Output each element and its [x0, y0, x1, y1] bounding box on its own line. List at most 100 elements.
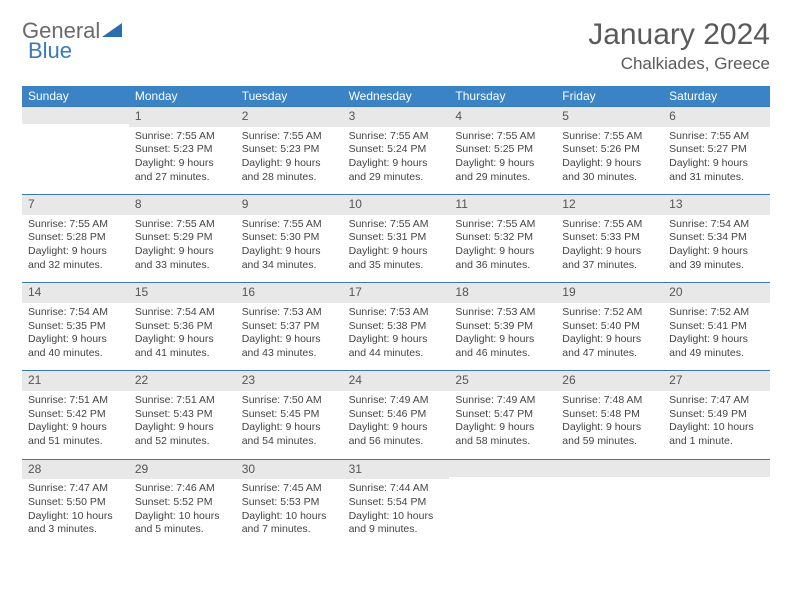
day-header: Wednesday	[343, 86, 450, 106]
day-content: Sunrise: 7:55 AMSunset: 5:23 PMDaylight:…	[236, 127, 343, 195]
sunset-text: Sunset: 5:32 PM	[455, 231, 550, 245]
day-number: 14	[22, 282, 129, 303]
day-number: 25	[449, 370, 556, 391]
day-content: Sunrise: 7:54 AMSunset: 5:34 PMDaylight:…	[663, 215, 770, 283]
day-cell: 21Sunrise: 7:51 AMSunset: 5:42 PMDayligh…	[22, 370, 129, 458]
daylight-text: Daylight: 9 hours and 59 minutes.	[562, 421, 657, 448]
sunset-text: Sunset: 5:24 PM	[349, 143, 444, 157]
sunrise-text: Sunrise: 7:52 AM	[562, 306, 657, 320]
day-content: Sunrise: 7:49 AMSunset: 5:46 PMDaylight:…	[343, 391, 450, 459]
sunset-text: Sunset: 5:37 PM	[242, 320, 337, 334]
sunrise-text: Sunrise: 7:55 AM	[349, 130, 444, 144]
sunrise-text: Sunrise: 7:55 AM	[135, 218, 230, 232]
sunrise-text: Sunrise: 7:53 AM	[242, 306, 337, 320]
daylight-text: Daylight: 9 hours and 27 minutes.	[135, 157, 230, 184]
sunrise-text: Sunrise: 7:44 AM	[349, 482, 444, 496]
day-number: 13	[663, 194, 770, 215]
sunrise-text: Sunrise: 7:49 AM	[455, 394, 550, 408]
sunrise-text: Sunrise: 7:55 AM	[242, 218, 337, 232]
day-number: 21	[22, 370, 129, 391]
day-header: Thursday	[449, 86, 556, 106]
triangle-icon	[102, 21, 122, 42]
sunrise-text: Sunrise: 7:55 AM	[562, 130, 657, 144]
sunset-text: Sunset: 5:52 PM	[135, 496, 230, 510]
day-number: 18	[449, 282, 556, 303]
sunset-text: Sunset: 5:23 PM	[135, 143, 230, 157]
day-cell: 8Sunrise: 7:55 AMSunset: 5:29 PMDaylight…	[129, 194, 236, 282]
location: Chalkiades, Greece	[588, 54, 770, 74]
day-cell: 6Sunrise: 7:55 AMSunset: 5:27 PMDaylight…	[663, 106, 770, 194]
day-number	[556, 459, 663, 477]
daylight-text: Daylight: 9 hours and 35 minutes.	[349, 245, 444, 272]
day-number: 22	[129, 370, 236, 391]
day-number: 2	[236, 106, 343, 127]
header: General January 2024 Chalkiades, Greece	[22, 18, 770, 74]
daylight-text: Daylight: 9 hours and 39 minutes.	[669, 245, 764, 272]
logo-text-blue-wrap: Blue	[28, 38, 72, 64]
day-content: Sunrise: 7:55 AMSunset: 5:28 PMDaylight:…	[22, 215, 129, 283]
daylight-text: Daylight: 10 hours and 5 minutes.	[135, 510, 230, 537]
sunset-text: Sunset: 5:54 PM	[349, 496, 444, 510]
sunrise-text: Sunrise: 7:55 AM	[455, 130, 550, 144]
daylight-text: Daylight: 10 hours and 9 minutes.	[349, 510, 444, 537]
day-number: 29	[129, 459, 236, 480]
day-number: 24	[343, 370, 450, 391]
daylight-text: Daylight: 9 hours and 40 minutes.	[28, 333, 123, 360]
day-number: 3	[343, 106, 450, 127]
day-number: 7	[22, 194, 129, 215]
day-cell: 20Sunrise: 7:52 AMSunset: 5:41 PMDayligh…	[663, 282, 770, 370]
day-cell: 13Sunrise: 7:54 AMSunset: 5:34 PMDayligh…	[663, 194, 770, 282]
sunrise-text: Sunrise: 7:54 AM	[669, 218, 764, 232]
daylight-text: Daylight: 9 hours and 31 minutes.	[669, 157, 764, 184]
day-cell: 7Sunrise: 7:55 AMSunset: 5:28 PMDaylight…	[22, 194, 129, 282]
day-cell: 28Sunrise: 7:47 AMSunset: 5:50 PMDayligh…	[22, 459, 129, 547]
day-number: 12	[556, 194, 663, 215]
day-content: Sunrise: 7:52 AMSunset: 5:40 PMDaylight:…	[556, 303, 663, 371]
sunset-text: Sunset: 5:38 PM	[349, 320, 444, 334]
day-number: 26	[556, 370, 663, 391]
day-content: Sunrise: 7:53 AMSunset: 5:37 PMDaylight:…	[236, 303, 343, 371]
day-number: 30	[236, 459, 343, 480]
day-content: Sunrise: 7:55 AMSunset: 5:31 PMDaylight:…	[343, 215, 450, 283]
day-content: Sunrise: 7:55 AMSunset: 5:23 PMDaylight:…	[129, 127, 236, 195]
sunset-text: Sunset: 5:33 PM	[562, 231, 657, 245]
sunset-text: Sunset: 5:23 PM	[242, 143, 337, 157]
daylight-text: Daylight: 9 hours and 56 minutes.	[349, 421, 444, 448]
day-cell: 17Sunrise: 7:53 AMSunset: 5:38 PMDayligh…	[343, 282, 450, 370]
sunset-text: Sunset: 5:26 PM	[562, 143, 657, 157]
daylight-text: Daylight: 9 hours and 32 minutes.	[28, 245, 123, 272]
day-content: Sunrise: 7:44 AMSunset: 5:54 PMDaylight:…	[343, 479, 450, 547]
sunrise-text: Sunrise: 7:55 AM	[562, 218, 657, 232]
day-number: 15	[129, 282, 236, 303]
sunrise-text: Sunrise: 7:47 AM	[28, 482, 123, 496]
daylight-text: Daylight: 9 hours and 46 minutes.	[455, 333, 550, 360]
weeks: 1Sunrise: 7:55 AMSunset: 5:23 PMDaylight…	[22, 106, 770, 547]
sunrise-text: Sunrise: 7:49 AM	[349, 394, 444, 408]
day-content: Sunrise: 7:49 AMSunset: 5:47 PMDaylight:…	[449, 391, 556, 459]
day-cell	[663, 459, 770, 547]
day-number: 10	[343, 194, 450, 215]
sunset-text: Sunset: 5:47 PM	[455, 408, 550, 422]
day-number: 28	[22, 459, 129, 480]
sunrise-text: Sunrise: 7:54 AM	[135, 306, 230, 320]
daylight-text: Daylight: 9 hours and 41 minutes.	[135, 333, 230, 360]
sunset-text: Sunset: 5:48 PM	[562, 408, 657, 422]
day-content: Sunrise: 7:55 AMSunset: 5:29 PMDaylight:…	[129, 215, 236, 283]
day-cell: 18Sunrise: 7:53 AMSunset: 5:39 PMDayligh…	[449, 282, 556, 370]
sunset-text: Sunset: 5:40 PM	[562, 320, 657, 334]
day-number	[449, 459, 556, 477]
title-block: January 2024 Chalkiades, Greece	[588, 18, 770, 74]
day-number: 16	[236, 282, 343, 303]
day-cell: 15Sunrise: 7:54 AMSunset: 5:36 PMDayligh…	[129, 282, 236, 370]
day-number: 23	[236, 370, 343, 391]
day-content: Sunrise: 7:53 AMSunset: 5:39 PMDaylight:…	[449, 303, 556, 371]
day-content: Sunrise: 7:55 AMSunset: 5:25 PMDaylight:…	[449, 127, 556, 195]
daylight-text: Daylight: 9 hours and 28 minutes.	[242, 157, 337, 184]
sunrise-text: Sunrise: 7:51 AM	[28, 394, 123, 408]
day-number: 31	[343, 459, 450, 480]
sunset-text: Sunset: 5:34 PM	[669, 231, 764, 245]
day-cell: 5Sunrise: 7:55 AMSunset: 5:26 PMDaylight…	[556, 106, 663, 194]
day-cell: 27Sunrise: 7:47 AMSunset: 5:49 PMDayligh…	[663, 370, 770, 458]
week-row: 21Sunrise: 7:51 AMSunset: 5:42 PMDayligh…	[22, 370, 770, 458]
sunset-text: Sunset: 5:30 PM	[242, 231, 337, 245]
